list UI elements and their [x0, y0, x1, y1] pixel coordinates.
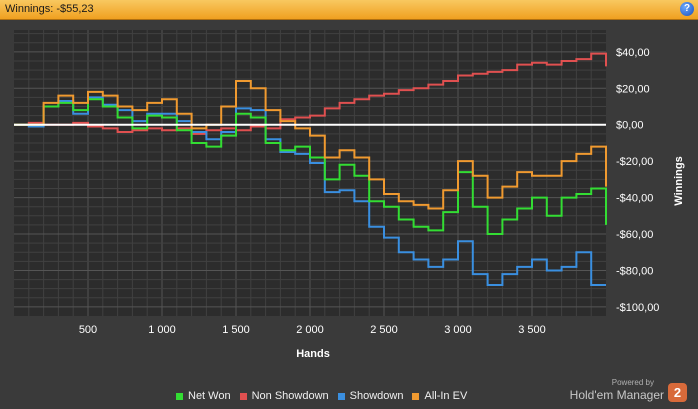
x-tick-label: 2 500	[370, 324, 398, 336]
x-tick-label: 1 000	[148, 324, 176, 336]
y-tick-label: -$60,00	[616, 229, 653, 241]
legend-label: Non Showdown	[251, 390, 329, 402]
x-tick-label: 3 500	[518, 324, 546, 336]
chart-legend: Net Won Non Showdown Showdown All-In EV	[176, 388, 476, 404]
y-tick-label: -$80,00	[616, 265, 653, 277]
y-tick-label: -$100,00	[616, 302, 659, 314]
legend-label: All-In EV	[424, 390, 468, 402]
brand-name: Hold'em Manager	[569, 388, 664, 402]
legend-label: Showdown	[349, 390, 404, 402]
legend-swatch	[176, 392, 183, 400]
x-tick-label: 3 000	[444, 324, 472, 336]
y-tick-label: $0,00	[616, 120, 644, 132]
legend-item-net-won: Net Won	[176, 390, 231, 402]
y-axis-title: Winnings	[673, 156, 685, 205]
powered-by-text: Powered by	[611, 378, 654, 387]
holdem-manager-branding: Powered by Hold'em Manager 2	[560, 376, 694, 408]
winnings-chart: 500 1 000 1 500 2 000 2 500 3 000 3 500 $40,00 $…	[14, 30, 685, 360]
y-tick-label: -$20,00	[616, 156, 653, 168]
legend-swatch	[337, 392, 345, 400]
hm2-logo-icon: 2	[668, 383, 687, 402]
winnings-title: Winnings: -$55,23	[5, 3, 94, 15]
series-line-net-won	[14, 98, 607, 236]
legend-label: Net Won	[188, 390, 231, 402]
series-line-all-in-ev	[14, 80, 607, 210]
x-tick-label: 2 000	[296, 324, 324, 336]
legend-item-showdown: Showdown	[337, 390, 404, 402]
title-bar: Winnings: -$55,23 ?	[0, 0, 698, 20]
x-tick-label: 1 500	[222, 324, 250, 336]
legend-item-non-showdown: Non Showdown	[239, 390, 329, 402]
help-icon[interactable]: ?	[680, 2, 694, 16]
y-tick-label: -$40,00	[616, 193, 653, 205]
x-axis-title: Hands	[296, 348, 330, 360]
y-tick-label: $20,00	[616, 83, 650, 95]
series-line-non-showdown	[14, 52, 607, 135]
legend-swatch	[412, 392, 420, 400]
legend-swatch	[239, 392, 247, 400]
x-tick-label: 500	[79, 324, 97, 336]
y-tick-label: $40,00	[616, 47, 650, 59]
legend-item-all-in-ev: All-In EV	[412, 390, 467, 402]
